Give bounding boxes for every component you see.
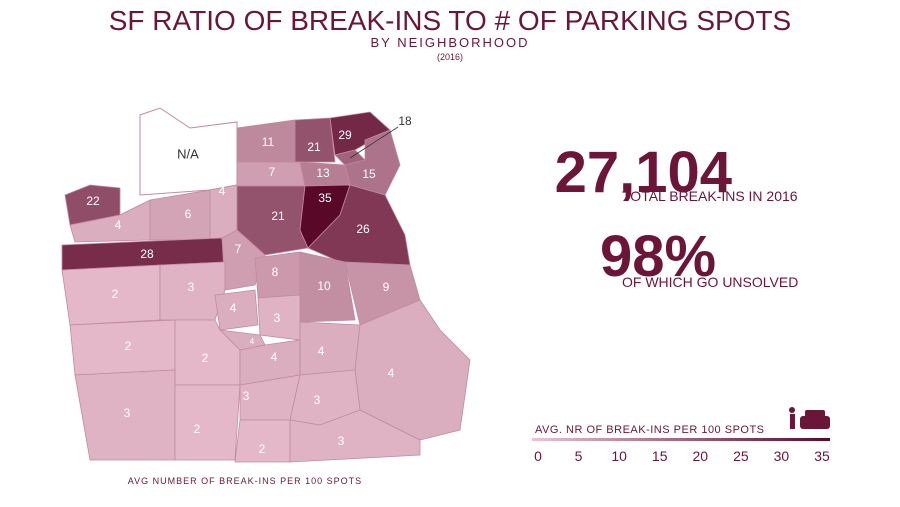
legend-tick-label: 0 bbox=[534, 448, 542, 464]
region bbox=[64, 184, 121, 226]
na-label: N/A bbox=[177, 146, 199, 161]
region-label: 8 bbox=[272, 265, 279, 279]
region-label: 3 bbox=[243, 389, 250, 403]
region-label: 4 bbox=[219, 184, 226, 198]
unsolved-label: OF WHICH GO UNSOLVED bbox=[622, 274, 798, 290]
region-label: 15 bbox=[362, 167, 376, 181]
legend-title: AVG. NR OF BREAK-INS PER 100 SPOTS bbox=[535, 424, 765, 436]
region-label: 35 bbox=[318, 191, 332, 205]
region bbox=[69, 199, 151, 243]
region-label: 13 bbox=[316, 166, 330, 180]
unsolved-number: 98% bbox=[600, 224, 716, 289]
region bbox=[69, 319, 176, 376]
map-caption: AVG NUMBER OF BREAK-INS PER 100 SPOTS bbox=[128, 476, 362, 486]
region bbox=[294, 117, 336, 163]
region-label: 3 bbox=[124, 406, 131, 420]
region-label: 2 bbox=[202, 351, 209, 365]
region-label: 21 bbox=[271, 209, 285, 223]
region bbox=[174, 384, 241, 461]
car-icon bbox=[789, 407, 830, 429]
title: SF RATIO OF BREAK-INS TO # OF PARKING SP… bbox=[109, 5, 792, 36]
legend-tick-label: 30 bbox=[774, 448, 790, 464]
region-label: 10 bbox=[317, 279, 331, 293]
region-label: 4 bbox=[271, 350, 278, 364]
total-label: TOTAL BREAK-INS IN 2016 bbox=[622, 188, 798, 204]
region-label: 7 bbox=[269, 165, 276, 179]
region-label: 6 bbox=[185, 207, 192, 221]
region-label: 3 bbox=[338, 434, 345, 448]
legend-tick-label: 5 bbox=[575, 448, 583, 464]
region bbox=[299, 321, 361, 376]
legend: AVG. NR OF BREAK-INS PER 100 SPOTS 0 5 10 1… bbox=[532, 407, 830, 464]
region-label: 29 bbox=[338, 128, 352, 142]
region-label: 28 bbox=[140, 247, 154, 261]
leader-line bbox=[349, 126, 399, 159]
region bbox=[289, 409, 421, 463]
legend-tick-label: 35 bbox=[814, 448, 830, 464]
region-label: 3 bbox=[274, 311, 281, 325]
region-label: 4 bbox=[250, 337, 255, 346]
region-label: 3 bbox=[314, 393, 321, 407]
region-label: 2 bbox=[125, 339, 132, 353]
region-label: 21 bbox=[307, 140, 321, 154]
total-number: 27,104 bbox=[555, 140, 732, 205]
region-label: 4 bbox=[388, 366, 395, 380]
region-label: 2 bbox=[259, 442, 266, 456]
legend-tick-label: 20 bbox=[692, 448, 708, 464]
region-label: 11 bbox=[262, 135, 275, 149]
region-label: 7 bbox=[235, 242, 242, 256]
region-label: 18 bbox=[398, 114, 412, 128]
region-label: 3 bbox=[188, 280, 195, 294]
region-label: 4 bbox=[230, 301, 237, 315]
legend-tick-label: 15 bbox=[652, 448, 668, 464]
region-label: 2 bbox=[112, 287, 119, 301]
region bbox=[214, 289, 259, 331]
legend-tick-label: 25 bbox=[733, 448, 749, 464]
region-label: 2 bbox=[194, 422, 201, 436]
region-label: 22 bbox=[86, 194, 100, 208]
region-label: 4 bbox=[115, 218, 122, 232]
year: (2016) bbox=[437, 52, 463, 62]
region-label: 26 bbox=[356, 222, 370, 236]
region bbox=[149, 189, 211, 241]
region-label: 9 bbox=[383, 280, 390, 294]
map: N/A 29 18 11 21 7 13 15 22 4 6 4 21 35 2… bbox=[61, 107, 471, 463]
legend-bar bbox=[532, 438, 830, 441]
legend-tick-label: 10 bbox=[611, 448, 627, 464]
region-label: 4 bbox=[318, 344, 325, 358]
subtitle: BY NEIGHBORHOOD bbox=[370, 35, 529, 50]
